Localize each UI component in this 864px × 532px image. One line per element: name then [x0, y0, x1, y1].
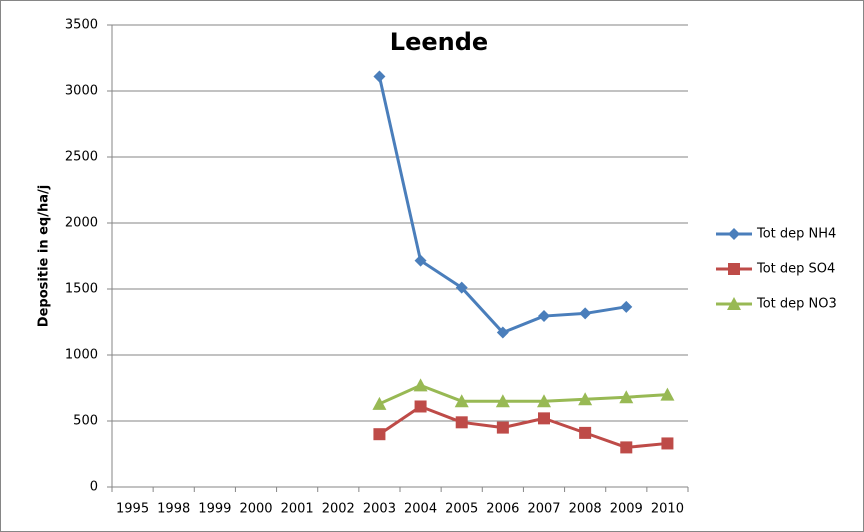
data-point: [454, 394, 469, 408]
data-point: [413, 378, 428, 392]
legend-marker: [727, 297, 741, 310]
data-point: [495, 394, 510, 408]
data-point: [537, 394, 551, 408]
legend-marker: [728, 228, 740, 240]
data-point: [496, 421, 509, 434]
data-point: [579, 307, 592, 320]
data-point: [620, 300, 633, 313]
x-tick-label: 2010: [651, 502, 684, 517]
x-tick-label: 2006: [486, 502, 519, 517]
x-tick-label: 2005: [445, 502, 478, 517]
y-axis-label: Depositie in eq/ha/j: [37, 185, 52, 327]
x-tick-label: 1999: [198, 502, 231, 517]
x-tick-label: 2001: [281, 502, 314, 517]
y-tick-label: 3500: [65, 18, 98, 33]
y-tick-label: 3000: [65, 84, 98, 99]
x-tick-label: 2003: [363, 502, 396, 517]
data-point: [455, 416, 468, 429]
x-tick-label: 2007: [527, 502, 560, 517]
data-point: [660, 387, 675, 401]
data-point: [538, 412, 550, 425]
x-tick-label: 2009: [610, 502, 643, 517]
y-tick-label: 2500: [65, 150, 98, 165]
y-tick-label: 2000: [65, 216, 98, 231]
x-tick-label: 2004: [404, 502, 437, 517]
data-point: [538, 310, 550, 323]
y-tick-label: 1000: [65, 348, 98, 363]
series-line: [378, 383, 668, 406]
data-point: [578, 392, 593, 406]
data-point: [496, 326, 509, 339]
chart-title: Leende: [390, 28, 488, 56]
legend-marker: [728, 263, 740, 275]
data-point: [579, 426, 592, 439]
x-tick-label: 2002: [322, 502, 355, 517]
data-point: [661, 437, 674, 450]
data-point: [620, 441, 633, 454]
data-point: [414, 254, 427, 267]
data-point: [455, 281, 468, 294]
y-tick-label: 500: [73, 414, 98, 429]
data-point: [373, 428, 386, 441]
series-line: [378, 404, 668, 449]
y-tick-label: 1500: [65, 282, 98, 297]
data-point: [619, 390, 634, 404]
legend-label: Tot dep NH4: [756, 227, 836, 242]
legend-label: Tot dep SO4: [756, 262, 835, 277]
x-tick-label: 2000: [239, 502, 272, 517]
x-tick-label: 2008: [569, 502, 602, 517]
x-tick-label: 1998: [157, 502, 190, 517]
data-point: [373, 70, 386, 83]
x-tick-label: 1995: [116, 502, 149, 517]
data-point: [414, 400, 427, 413]
y-tick-label: 0: [90, 480, 98, 495]
data-point: [372, 396, 387, 410]
legend-label: Tot dep NO3: [756, 297, 837, 312]
